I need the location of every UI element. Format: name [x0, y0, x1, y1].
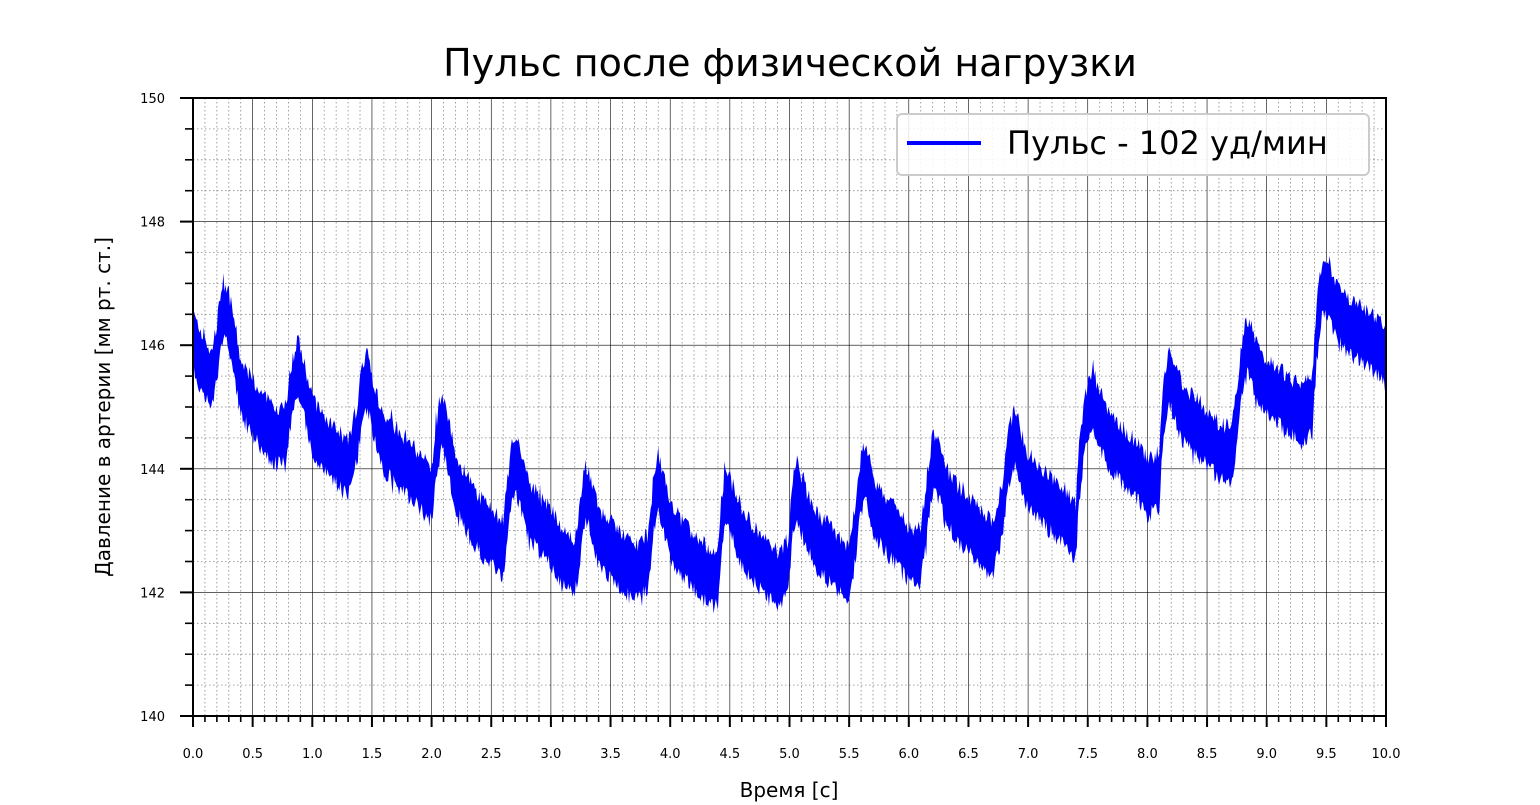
x-tick-label: 1.0 — [302, 747, 323, 762]
y-tick-label: 140 — [140, 710, 165, 725]
legend: Пульс - 102 уд/мин — [896, 113, 1370, 176]
x-tick-label: 7.0 — [1018, 747, 1039, 762]
x-axis: 0.0 0.5 1.0 1.5 2.0 2.5 3.0 3.5 4.0 4.5 5.0 5.5 6.0 6… — [183, 716, 1401, 762]
legend-label: Пульс - 102 уд/мин — [1007, 124, 1328, 162]
y-tick-label: 142 — [140, 586, 165, 601]
x-tick-label: 5.0 — [779, 747, 800, 762]
y-tick-label: 144 — [140, 463, 165, 478]
x-tick-label: 8.0 — [1137, 747, 1158, 762]
y-tick-label: 148 — [140, 216, 165, 231]
x-tick-label: 6.5 — [958, 747, 979, 762]
x-tick-label: 0.0 — [183, 747, 204, 762]
series-line — [193, 288, 1386, 582]
x-tick-label: 2.0 — [421, 747, 442, 762]
x-tick-label: 2.5 — [481, 747, 502, 762]
major-grid — [193, 98, 1386, 716]
x-tick-label: 9.5 — [1316, 747, 1337, 762]
chart-title: Пульс после физической нагрузки — [443, 41, 1137, 85]
x-tick-label: 6.0 — [898, 747, 919, 762]
x-tick-label: 7.5 — [1077, 747, 1098, 762]
x-tick-label: 3.5 — [600, 747, 621, 762]
x-tick-label: 8.5 — [1197, 747, 1218, 762]
x-tick-label: 10.0 — [1372, 747, 1401, 762]
x-tick-label: 0.5 — [242, 747, 263, 762]
y-axis: 140 142 144 146 148 150 — [140, 92, 193, 725]
x-tick-label: 9.0 — [1256, 747, 1277, 762]
x-tick-label: 5.5 — [839, 747, 860, 762]
y-tick-label: 146 — [140, 339, 165, 354]
x-axis-label: Время [c] — [740, 778, 839, 802]
y-tick-label: 150 — [140, 92, 165, 107]
x-tick-label: 4.0 — [660, 747, 681, 762]
y-axis-label: Давление в артерии [мм рт. ст.] — [91, 237, 115, 577]
x-tick-label: 4.5 — [720, 747, 741, 762]
legend-box — [896, 113, 1370, 176]
x-tick-label: 1.5 — [362, 747, 383, 762]
series-band — [193, 255, 1386, 614]
x-tick-label: 3.0 — [541, 747, 562, 762]
